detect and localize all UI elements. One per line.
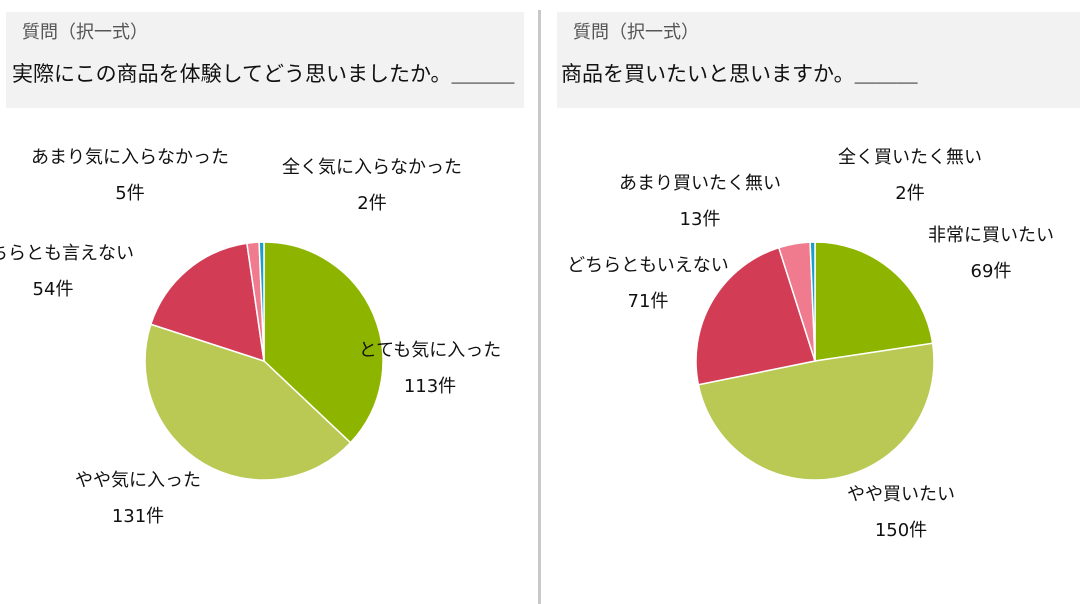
- slice-category-label: あまり買いたく無い: [619, 173, 781, 194]
- slice-count-label: 150件: [875, 520, 927, 541]
- slice-category-label: とても気に入った: [359, 340, 502, 361]
- slice-category-label: どちらともいえない: [567, 255, 729, 276]
- slice-count-label: 2件: [357, 193, 386, 214]
- slice-category-label: やや気に入った: [75, 470, 201, 491]
- question-header: 質問（択一式） 実際にこの商品を体験してどう思いましたか。＿＿＿: [6, 12, 524, 108]
- pie-slice-5: [809, 241, 816, 362]
- question-header: 質問（択一式） 商品を買いたいと思いますか。＿＿＿: [557, 12, 1080, 108]
- pie-slice-2: [697, 342, 935, 481]
- slice-count-label: 13件: [680, 209, 721, 230]
- survey-panel-purchase-intent: 質問（択一式） 商品を買いたいと思いますか。＿＿＿ 非常に買いたい 69件やや買い…: [545, 0, 1080, 604]
- slice-category-label: 非常に買いたい: [928, 225, 1054, 246]
- pie-slice-1: [814, 241, 934, 362]
- slice-category-label: やや買いたい: [847, 484, 955, 505]
- slice-category-label: 全く買いたく無い: [838, 147, 982, 168]
- question-text: 商品を買いたいと思いますか。＿＿＿: [561, 62, 918, 86]
- slice-category-label: あまり気に入らなかった: [31, 147, 229, 168]
- pie-slice-3: [149, 242, 265, 363]
- question-type-label: 質問（択一式）: [573, 22, 699, 43]
- slice-category-label: どちらとも言えない: [0, 243, 134, 264]
- pie-slice-2: [144, 323, 352, 481]
- pie-slice-1: [263, 241, 384, 444]
- pie-slice-5: [258, 241, 265, 362]
- slice-count-label: 5件: [115, 183, 144, 204]
- survey-panel-satisfaction: 質問（択一式） 実際にこの商品を体験してどう思いましたか。＿＿＿ とても気に入っ…: [0, 12, 524, 527]
- slice-count-label: 71件: [628, 291, 669, 312]
- slice-count-label: 113件: [404, 376, 456, 397]
- slice-count-label: 131件: [112, 506, 164, 527]
- slice-count-label: 69件: [971, 261, 1012, 282]
- panel-divider: [538, 10, 541, 604]
- pie-slice-3: [695, 246, 816, 386]
- question-type-label: 質問（択一式）: [22, 22, 148, 43]
- slice-category-label: 全く気に入らなかった: [282, 157, 462, 178]
- slice-count-label: 54件: [33, 279, 74, 300]
- slice-count-label: 2件: [895, 183, 924, 204]
- question-text: 実際にこの商品を体験してどう思いましたか。＿＿＿: [12, 62, 515, 86]
